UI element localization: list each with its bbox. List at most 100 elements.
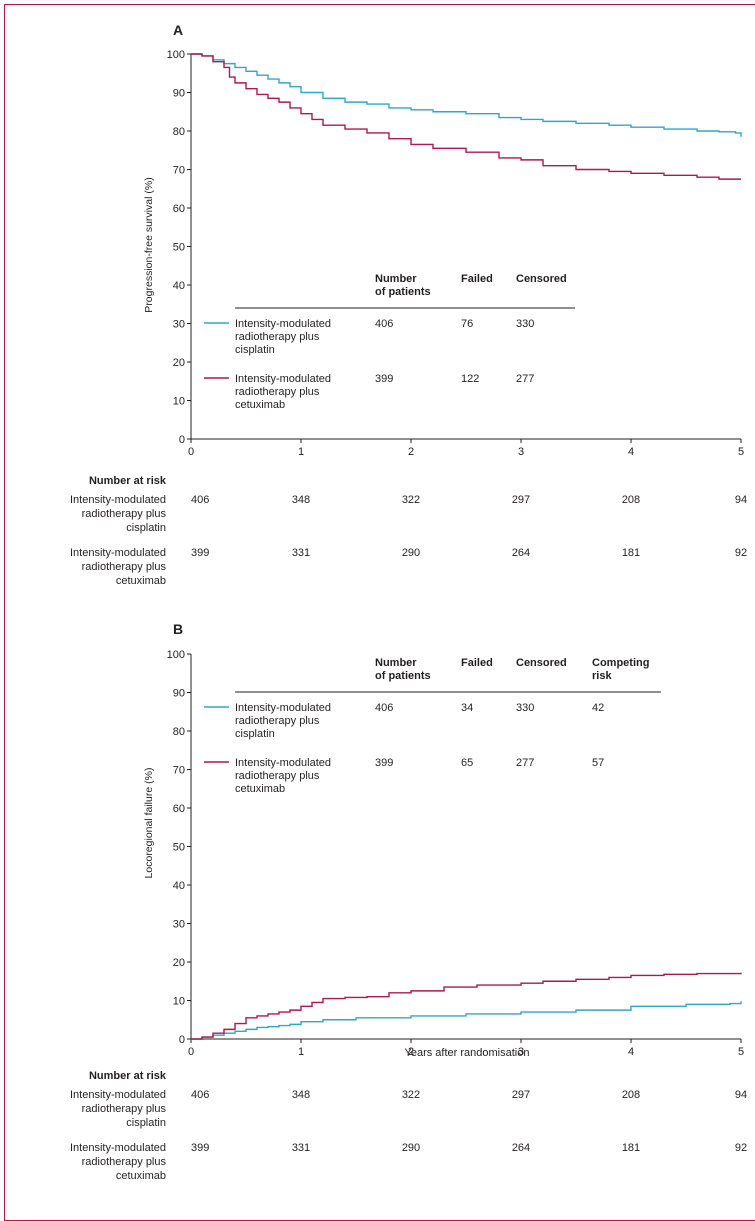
legend-value: 42: [592, 702, 604, 714]
legend-header: of patients: [375, 670, 431, 682]
legend-value: 65: [461, 757, 473, 769]
risk-table-header: Number at risk: [89, 475, 167, 487]
risk-count: 181: [622, 547, 640, 559]
risk-row-label: Intensity-modulated: [70, 1142, 166, 1154]
x-tick-label: 2: [408, 446, 414, 458]
legend-series-label: cetuximab: [235, 399, 285, 411]
legend-value: 76: [461, 318, 473, 330]
x-tick-label: 1: [298, 446, 304, 458]
risk-count: 406: [191, 1089, 209, 1101]
panel-b-label: B: [173, 621, 183, 637]
y-tick-label: 0: [179, 1034, 185, 1046]
x-tick-label: 1: [298, 1046, 304, 1058]
risk-count: 264: [512, 547, 530, 559]
y-tick-label: 30: [173, 319, 185, 331]
x-tick-label: 4: [628, 446, 634, 458]
legend-series-label: Intensity-modulated: [235, 702, 331, 714]
risk-count: 264: [512, 1142, 530, 1154]
risk-count: 331: [292, 547, 310, 559]
legend-series-label: Intensity-modulated: [235, 373, 331, 385]
y-tick-label: 100: [167, 649, 185, 661]
risk-row-label: cetuximab: [116, 575, 166, 587]
x-tick-label: 3: [518, 1046, 524, 1058]
risk-count: 322: [402, 494, 420, 506]
legend-header: Censored: [516, 657, 567, 669]
risk-row-label: cisplatin: [126, 522, 166, 534]
legend-series-label: cisplatin: [235, 344, 275, 356]
risk-count: 94: [735, 494, 747, 506]
legend-header: Number: [375, 273, 417, 285]
risk-count: 181: [622, 1142, 640, 1154]
legend-series-label: radiotherapy plus: [235, 331, 320, 343]
y-tick-label: 70: [173, 765, 185, 777]
series-line-cetuximab: [191, 53, 741, 180]
legend-value: 406: [375, 702, 393, 714]
legend-header: risk: [592, 670, 612, 682]
x-tick-label: 5: [738, 1046, 744, 1058]
y-tick-label: 80: [173, 726, 185, 738]
risk-row-label: Intensity-modulated: [70, 494, 166, 506]
panel-a-ylabel: Progression-free survival (%): [143, 177, 155, 312]
legend-header: of patients: [375, 286, 431, 298]
legend-value: 277: [516, 373, 534, 385]
x-tick-label: 2: [408, 1046, 414, 1058]
risk-count: 92: [735, 547, 747, 559]
y-tick-label: 60: [173, 203, 185, 215]
y-tick-label: 60: [173, 803, 185, 815]
risk-row-label: Intensity-modulated: [70, 1089, 166, 1101]
risk-table-header: Number at risk: [89, 1070, 167, 1082]
risk-row-label: radiotherapy plus: [82, 1103, 167, 1115]
panel-b-xlabel: Years after randomisation: [405, 1047, 530, 1059]
legend-value: 57: [592, 757, 604, 769]
risk-count: 399: [191, 1142, 209, 1154]
risk-row-label: cetuximab: [116, 1170, 166, 1182]
risk-row-label: radiotherapy plus: [82, 508, 167, 520]
y-tick-label: 0: [179, 434, 185, 446]
risk-count: 92: [735, 1142, 747, 1154]
legend-value: 406: [375, 318, 393, 330]
y-tick-label: 10: [173, 396, 185, 408]
legend-series-label: cetuximab: [235, 783, 285, 795]
y-tick-label: 10: [173, 996, 185, 1008]
series-line-cisplatin: [191, 1001, 742, 1040]
legend-series-label: Intensity-modulated: [235, 757, 331, 769]
legend-value: 399: [375, 373, 393, 385]
legend-header: Censored: [516, 273, 567, 285]
legend-header: Number: [375, 657, 417, 669]
risk-row-label: Intensity-modulated: [70, 547, 166, 559]
legend-series-label: cisplatin: [235, 728, 275, 740]
legend-series-label: radiotherapy plus: [235, 386, 320, 398]
legend-value: 330: [516, 318, 534, 330]
x-tick-label: 4: [628, 1046, 634, 1058]
risk-row-label: radiotherapy plus: [82, 561, 167, 573]
series-line-cetuximab: [191, 972, 742, 1040]
risk-count: 399: [191, 547, 209, 559]
risk-count: 208: [622, 494, 640, 506]
legend-series-label: Intensity-modulated: [235, 318, 331, 330]
legend-value: 277: [516, 757, 534, 769]
y-tick-label: 90: [173, 688, 185, 700]
y-tick-label: 30: [173, 919, 185, 931]
series-line-cisplatin: [191, 53, 742, 137]
y-tick-label: 100: [167, 49, 185, 61]
legend-value: 399: [375, 757, 393, 769]
y-tick-label: 80: [173, 126, 185, 138]
y-tick-label: 40: [173, 880, 185, 892]
y-tick-label: 20: [173, 357, 185, 369]
risk-count: 290: [402, 1142, 420, 1154]
risk-count: 290: [402, 547, 420, 559]
risk-count: 297: [512, 1089, 530, 1101]
y-tick-label: 50: [173, 242, 185, 254]
risk-count: 348: [292, 1089, 310, 1101]
risk-count: 348: [292, 494, 310, 506]
legend-value: 122: [461, 373, 479, 385]
risk-row-label: cisplatin: [126, 1117, 166, 1129]
y-tick-label: 50: [173, 842, 185, 854]
risk-count: 331: [292, 1142, 310, 1154]
risk-row-label: radiotherapy plus: [82, 1156, 167, 1168]
panel-a-plot: 0 10 20 30 40 50 60 70 80 90 100 0 1 2 3 4 5: [167, 49, 744, 458]
